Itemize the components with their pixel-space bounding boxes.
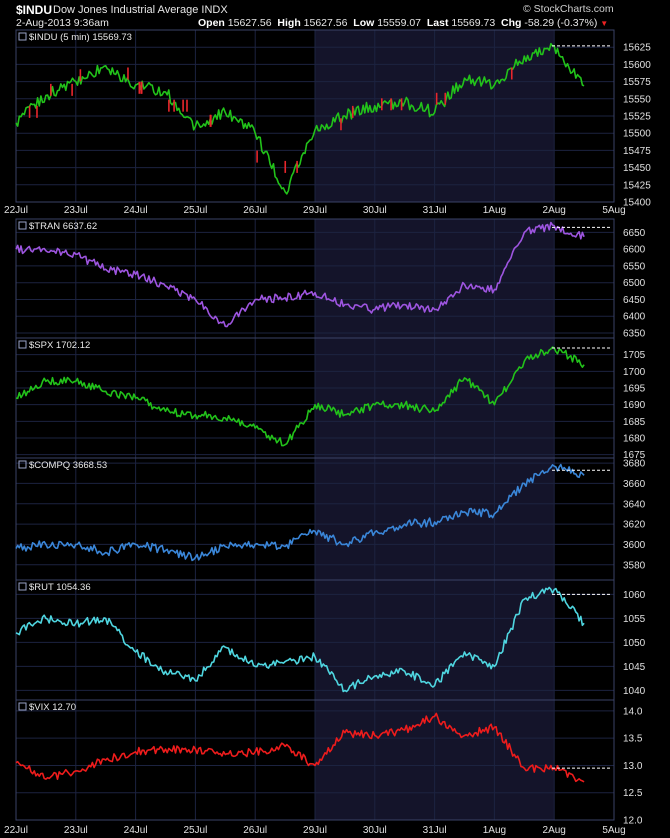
x-tick-label-bottom: 24Jul bbox=[124, 825, 148, 836]
y-tick-label: 12.5 bbox=[623, 788, 643, 799]
x-tick-label-bottom: 26Jul bbox=[243, 825, 267, 836]
series-line bbox=[15, 586, 585, 693]
y-tick-label: 1700 bbox=[623, 367, 646, 378]
x-tick-label-top: 25Jul bbox=[183, 205, 207, 216]
y-tick-label: 3640 bbox=[623, 499, 646, 510]
y-tick-label: 3580 bbox=[623, 560, 646, 571]
panel-legend: $SPX 1702.12 bbox=[29, 340, 90, 351]
panel-legend: $COMPQ 3668.53 bbox=[29, 460, 107, 471]
y-tick-label: 12.0 bbox=[623, 816, 643, 827]
y-tick-label: 15600 bbox=[623, 60, 651, 71]
y-tick-label: 3680 bbox=[623, 459, 646, 470]
legend-icon bbox=[18, 582, 27, 591]
legend-icon bbox=[18, 702, 27, 711]
y-tick-label: 15525 bbox=[623, 112, 651, 123]
y-tick-label: 15400 bbox=[623, 198, 651, 209]
y-tick-label: 1690 bbox=[623, 400, 646, 411]
series-line bbox=[15, 463, 585, 562]
y-tick-label: 15625 bbox=[623, 43, 651, 54]
x-tick-label-bottom: 22Jul bbox=[4, 825, 28, 836]
y-tick-label: 1050 bbox=[623, 638, 646, 649]
y-tick-label: 15500 bbox=[623, 129, 651, 140]
panel-legend: $VIX 12.70 bbox=[29, 702, 76, 713]
y-tick-label: 1695 bbox=[623, 384, 646, 395]
legend-icon bbox=[18, 340, 27, 349]
x-tick-label-top: 31Jul bbox=[423, 205, 447, 216]
x-tick-label-bottom: 31Jul bbox=[423, 825, 447, 836]
y-tick-label: 3620 bbox=[623, 520, 646, 531]
series-line bbox=[15, 221, 585, 328]
y-tick-label: 15450 bbox=[623, 163, 651, 174]
x-tick-label-bottom: 25Jul bbox=[183, 825, 207, 836]
down-arrow-icon: ▼ bbox=[600, 19, 609, 28]
y-tick-label: 6500 bbox=[623, 278, 646, 289]
x-tick-label-top: 5Aug bbox=[602, 205, 625, 216]
symbol-label: $INDU bbox=[16, 3, 53, 17]
legend-icon bbox=[18, 460, 27, 469]
x-tick-label-top: 30Jul bbox=[363, 205, 387, 216]
y-tick-label: 1060 bbox=[623, 590, 646, 601]
y-tick-label: 14.0 bbox=[623, 706, 643, 717]
x-tick-label-bottom: 1Aug bbox=[483, 825, 506, 836]
series-line bbox=[15, 712, 585, 783]
y-tick-label: 6600 bbox=[623, 245, 646, 256]
x-tick-label-top: 24Jul bbox=[124, 205, 148, 216]
series-line bbox=[15, 346, 585, 447]
x-tick-label-bottom: 23Jul bbox=[64, 825, 88, 836]
instrument-name: Dow Jones Industrial Average INDX bbox=[53, 4, 228, 16]
chart-header: $INDU Dow Jones Industrial Average INDX … bbox=[0, 0, 670, 30]
y-tick-label: 13.0 bbox=[623, 761, 643, 772]
timestamp: 2-Aug-2013 9:36am bbox=[16, 17, 109, 29]
panel-legend: $INDU (5 min) 15569.73 bbox=[29, 32, 132, 43]
y-tick-label: 6400 bbox=[623, 312, 646, 323]
y-tick-label: 1045 bbox=[623, 662, 646, 673]
x-tick-label-bottom: 30Jul bbox=[363, 825, 387, 836]
y-tick-label: 3660 bbox=[623, 479, 646, 490]
legend-icon bbox=[18, 221, 27, 230]
panel-legend: $RUT 1054.36 bbox=[29, 582, 91, 593]
y-tick-label: 15550 bbox=[623, 94, 651, 105]
x-tick-label-top: 2Aug bbox=[543, 205, 566, 216]
legend-icon bbox=[18, 32, 27, 41]
x-tick-label-top: 29Jul bbox=[303, 205, 327, 216]
y-tick-label: 1055 bbox=[623, 614, 646, 625]
y-tick-label: 6550 bbox=[623, 261, 646, 272]
y-tick-label: 6350 bbox=[623, 328, 646, 339]
x-tick-label-top: 23Jul bbox=[64, 205, 88, 216]
y-tick-label: 15425 bbox=[623, 180, 651, 191]
y-tick-label: 1040 bbox=[623, 686, 646, 697]
y-tick-label: 6450 bbox=[623, 295, 646, 306]
y-tick-label: 1705 bbox=[623, 350, 646, 361]
x-tick-label-top: 1Aug bbox=[483, 205, 506, 216]
x-tick-label-bottom: 2Aug bbox=[543, 825, 566, 836]
series-line bbox=[15, 42, 585, 195]
y-tick-label: 3600 bbox=[623, 540, 646, 551]
y-tick-label: 1675 bbox=[623, 450, 646, 461]
x-tick-label-bottom: 5Aug bbox=[602, 825, 625, 836]
panel-legend: $TRAN 6637.62 bbox=[29, 221, 97, 232]
quote-summary: Open 15627.56 High 15627.56 Low 15559.07… bbox=[198, 17, 609, 29]
x-tick-label-top: 22Jul bbox=[4, 205, 28, 216]
panel-frame bbox=[15, 699, 615, 821]
y-tick-label: 6650 bbox=[623, 228, 646, 239]
x-tick-label-bottom: 29Jul bbox=[303, 825, 327, 836]
y-tick-label: 13.5 bbox=[623, 734, 643, 745]
x-tick-label-top: 26Jul bbox=[243, 205, 267, 216]
y-tick-label: 1685 bbox=[623, 417, 646, 428]
panel-frame bbox=[15, 29, 615, 203]
y-tick-label: 1680 bbox=[623, 434, 646, 445]
y-tick-label: 15575 bbox=[623, 77, 651, 88]
y-tick-label: 15475 bbox=[623, 146, 651, 157]
watermark: © StockCharts.com bbox=[523, 3, 614, 15]
